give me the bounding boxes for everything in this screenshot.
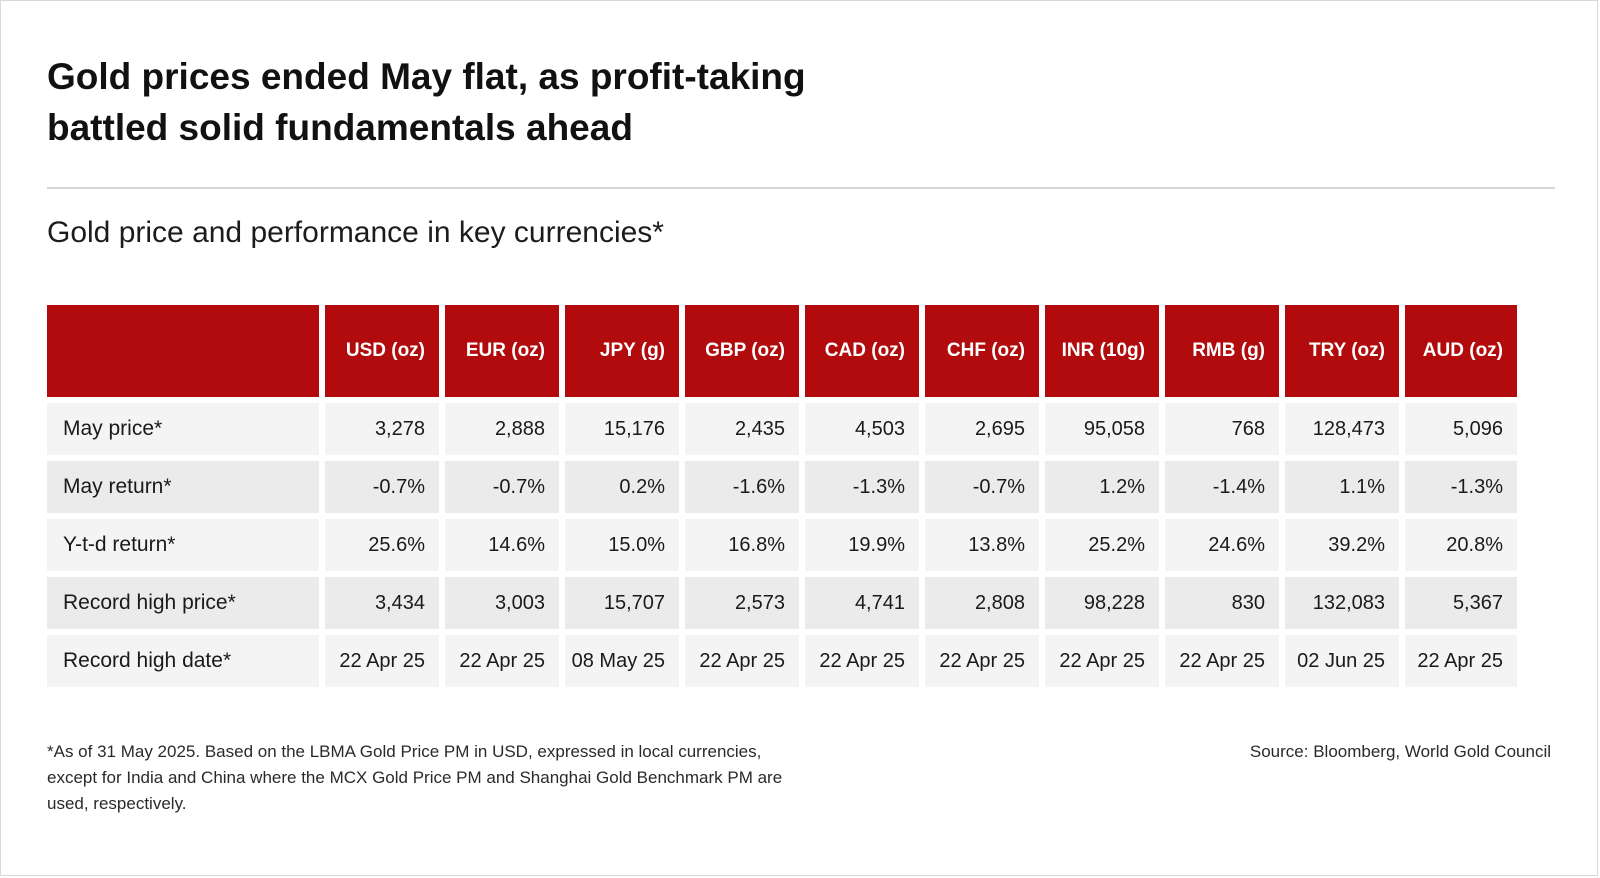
table-cell: 4,503 (805, 403, 919, 455)
table-cell: 2,888 (445, 403, 559, 455)
performance-table: USD (oz) EUR (oz) JPY (g) GBP (oz) CAD (… (41, 299, 1523, 693)
table-cell: 1.1% (1285, 461, 1399, 513)
column-header: USD (oz) (325, 305, 439, 397)
table-cell: 1.2% (1045, 461, 1159, 513)
table-cell: 15,707 (565, 577, 679, 629)
table-cell: -1.6% (685, 461, 799, 513)
table-cell: 5,096 (1405, 403, 1517, 455)
table-cell: 3,003 (445, 577, 559, 629)
table-cell: 768 (1165, 403, 1279, 455)
table-cell: 2,573 (685, 577, 799, 629)
column-header: RMB (g) (1165, 305, 1279, 397)
table-cell: 3,278 (325, 403, 439, 455)
table-cell: 98,228 (1045, 577, 1159, 629)
table-cell: 24.6% (1165, 519, 1279, 571)
table-row: May price* 3,278 2,888 15,176 2,435 4,50… (47, 403, 1517, 455)
table-cell: 5,367 (1405, 577, 1517, 629)
table-cell: -0.7% (925, 461, 1039, 513)
table-cell: 39.2% (1285, 519, 1399, 571)
source-note: Source: Bloomberg, World Gold Council (1249, 742, 1551, 761)
column-header: EUR (oz) (445, 305, 559, 397)
table-row: Record high price* 3,434 3,003 15,707 2,… (47, 577, 1517, 629)
table-cell: 22 Apr 25 (1165, 635, 1279, 687)
table-cell: 15,176 (565, 403, 679, 455)
column-header: JPY (g) (565, 305, 679, 397)
table-subtitle: Gold price and performance in key curren… (47, 216, 664, 249)
table-row: Y-t-d return* 25.6% 14.6% 15.0% 16.8% 19… (47, 519, 1517, 571)
table-cell: -0.7% (445, 461, 559, 513)
table-cell: 22 Apr 25 (1045, 635, 1159, 687)
table-cell: -0.7% (325, 461, 439, 513)
table-cell: 128,473 (1285, 403, 1399, 455)
table-row: Record high date* 22 Apr 25 22 Apr 25 08… (47, 635, 1517, 687)
row-label: Record high date* (47, 635, 319, 687)
page-title: Gold prices ended May flat, as profit-ta… (47, 51, 947, 153)
page-title-line-2: battled solid fundamentals ahead (47, 107, 633, 148)
row-label: Y-t-d return* (47, 519, 319, 571)
table-cell: 22 Apr 25 (685, 635, 799, 687)
table-cell: 95,058 (1045, 403, 1159, 455)
table-row: May return* -0.7% -0.7% 0.2% -1.6% -1.3%… (47, 461, 1517, 513)
table-cell: 08 May 25 (565, 635, 679, 687)
table-cell: 2,695 (925, 403, 1039, 455)
table-cell: 2,808 (925, 577, 1039, 629)
page-title-line-1: Gold prices ended May flat, as profit-ta… (47, 56, 806, 97)
table-cell: 22 Apr 25 (1405, 635, 1517, 687)
table-cell: 830 (1165, 577, 1279, 629)
table-cell: 15.0% (565, 519, 679, 571)
table-cell: 22 Apr 25 (805, 635, 919, 687)
table-cell: -1.4% (1165, 461, 1279, 513)
table-cell: 25.2% (1045, 519, 1159, 571)
table-header-row: USD (oz) EUR (oz) JPY (g) GBP (oz) CAD (… (47, 305, 1517, 397)
table-cell: 14.6% (445, 519, 559, 571)
table-cell: 2,435 (685, 403, 799, 455)
table-cell: 22 Apr 25 (325, 635, 439, 687)
column-header: GBP (oz) (685, 305, 799, 397)
table-cell: 3,434 (325, 577, 439, 629)
table-cell: 22 Apr 25 (445, 635, 559, 687)
table-cell: 02 Jun 25 (1285, 635, 1399, 687)
table-cell: 4,741 (805, 577, 919, 629)
table-cell: -1.3% (805, 461, 919, 513)
table-cell: 22 Apr 25 (925, 635, 1039, 687)
table-cell: 132,083 (1285, 577, 1399, 629)
table-cell: 20.8% (1405, 519, 1517, 571)
header-corner-cell (47, 305, 319, 397)
column-header: INR (10g) (1045, 305, 1159, 397)
table-cell: 19.9% (805, 519, 919, 571)
column-header: CAD (oz) (805, 305, 919, 397)
row-label: May return* (47, 461, 319, 513)
column-header: AUD (oz) (1405, 305, 1517, 397)
table-cell: -1.3% (1405, 461, 1517, 513)
table-cell: 0.2% (565, 461, 679, 513)
footnote: *As of 31 May 2025. Based on the LBMA Go… (47, 742, 783, 813)
column-header: TRY (oz) (1285, 305, 1399, 397)
title-divider (47, 187, 1555, 189)
table-cell: 16.8% (685, 519, 799, 571)
table-cell: 13.8% (925, 519, 1039, 571)
table-cell: 25.6% (325, 519, 439, 571)
row-label: Record high price* (47, 577, 319, 629)
row-label: May price* (47, 403, 319, 455)
column-header: CHF (oz) (925, 305, 1039, 397)
